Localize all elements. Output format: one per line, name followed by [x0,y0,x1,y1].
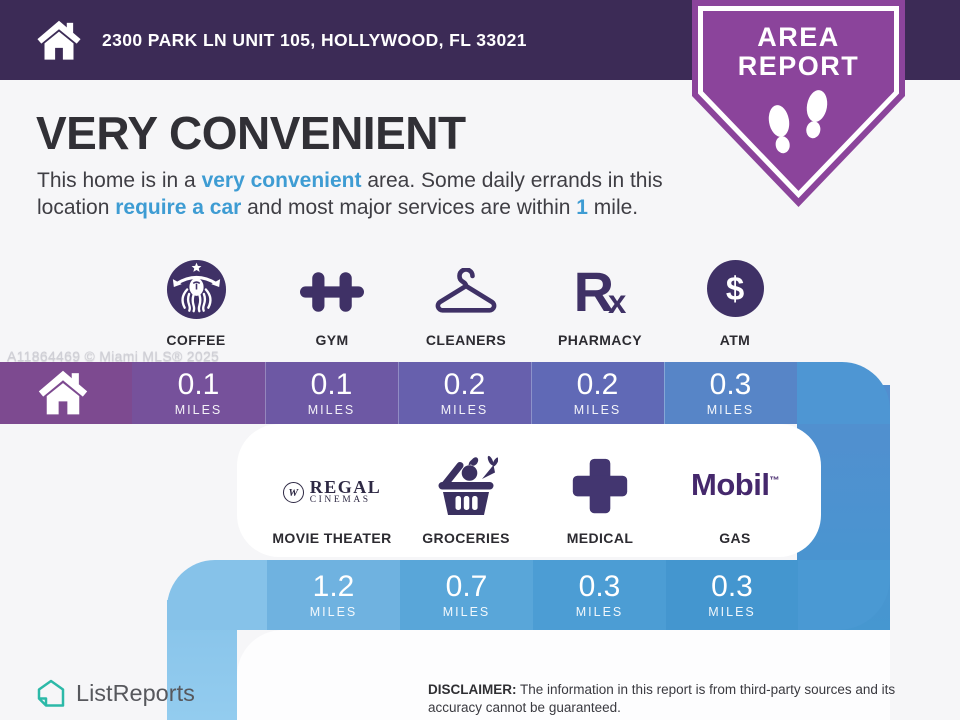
distance-bar-1: 0.1 MILES 0.1 MILES 0.2 MILES 0.2 MILES … [0,362,890,424]
distance-segment: 0.3 MILES [664,362,797,424]
disclaimer-text: DISCLAIMER: The information in this repo… [428,681,940,716]
amenity-label: MEDICAL [566,530,634,546]
distance-value: 0.1 [310,368,353,401]
path-elbow-top-right [797,362,890,424]
amenity-label: GAS [719,530,751,546]
distance-value: 0.3 [709,368,752,401]
rx-letter-x: x [608,283,627,321]
home-icon [38,370,88,415]
distance-value: 0.1 [177,368,220,401]
distance-value: 0.3 [711,570,753,603]
amenity-movie-theater: W REGAL CINEMAS MOVIE THEATER [262,446,402,546]
amenity-groceries: GROCERIES [396,446,536,546]
amenity-cleaners: CLEANERS [396,246,536,348]
grocery-basket-icon [438,455,498,515]
mobil-wordmark: Mobil [691,467,770,502]
summary-highlight: very convenient [201,169,362,192]
footprints-icon [768,90,828,154]
brand-name: ListReports [76,680,195,706]
mobil-logo-icon: Mobil™ [691,467,779,503]
distance-unit: MILES [442,605,491,619]
distance-segment: 0.7 MILES [400,560,533,630]
amenities-panel [237,424,821,557]
page-title: VERY CONVENIENT [36,107,466,159]
distance-unit: MILES [440,403,489,417]
amenity-label: GROCERIES [422,530,510,546]
dumbbell-icon [300,272,364,312]
amenity-coffee: COFFEE [126,246,266,348]
distance-value: 0.2 [443,368,486,401]
footer-area [237,630,890,720]
listreports-house-icon [37,679,65,707]
distance-unit: MILES [706,403,755,417]
distance-segment: 0.3 MILES [533,560,666,630]
amenity-gym: GYM [262,246,402,348]
summary-part: and most major services are within [241,196,577,219]
distance-unit: MILES [573,403,622,417]
amenity-label: COFFEE [166,332,226,348]
distance-unit: MILES [309,605,358,619]
rx-letter-r: R [573,260,615,324]
starbucks-siren-logo-icon [166,259,226,320]
area-report-badge: AREA REPORT [692,0,905,212]
distance-segment: 1.2 MILES [267,560,400,630]
regal-cinemas-logo-icon: W REGAL CINEMAS [282,477,382,505]
distance-value: 1.2 [312,570,355,603]
summary-part: mile. [587,196,639,219]
distance-unit: MILES [575,605,624,619]
amenity-label: MOVIE THEATER [272,530,392,546]
distance-segment: 0.1 MILES [265,362,398,424]
distance-unit: MILES [307,403,356,417]
home-icon [37,20,81,60]
summary-text: This home is in a very convenient area. … [37,167,697,221]
home-start-segment [0,362,132,424]
regal-wordmark: REGAL [309,477,382,497]
mls-watermark: A11864469 © Miami MLS® 2025 [7,348,220,364]
amenity-gas: Mobil™ GAS [665,446,805,546]
trademark-symbol: ™ [769,475,779,487]
amenity-atm: $ ATM [665,246,805,348]
amenity-label: ATM [719,332,751,348]
listreports-logo: ListReports [36,678,195,709]
summary-part: area. Some daily errands in this locatio… [37,169,663,219]
summary-highlight: 1 [576,196,588,219]
distance-value: 0.2 [576,368,619,401]
distance-segment: 0.3 MILES [666,560,798,630]
summary-highlight: require a car [115,196,242,219]
amenity-label: PHARMACY [557,332,643,348]
summary-part: This home is in a [37,169,202,192]
amenity-label: CLEANERS [425,332,507,348]
property-address: 2300 PARK LN UNIT 105, HOLLYWOOD, FL 330… [102,29,527,50]
medical-cross-icon [572,458,628,514]
amenity-label: GYM [315,332,349,348]
distance-unit: MILES [174,403,223,417]
path-elbow-top-left [167,560,267,630]
badge-title-line1: AREA [757,22,840,52]
badge-shield-shape [692,0,905,207]
distance-segment: 0.1 MILES [132,362,265,424]
badge-title-line2: REPORT [737,51,860,81]
regal-monogram: W [282,482,304,503]
amenity-medical: MEDICAL [530,446,670,546]
disclaimer-label: DISCLAIMER: [428,682,517,697]
dollar-sign: $ [725,269,745,307]
distance-unit: MILES [708,605,756,619]
distance-segment: 0.2 MILES [398,362,531,424]
distance-segment: 0.2 MILES [531,362,664,424]
distance-value: 0.7 [445,570,488,603]
distance-value: 0.3 [578,570,621,603]
clothes-hanger-icon [435,268,497,313]
disclaimer-body: The information in this report is from t… [428,682,896,715]
regal-subtext: CINEMAS [309,495,371,505]
dollar-circle-icon: $ [706,260,764,317]
distance-bar-2: 1.2 MILES 0.7 MILES 0.3 MILES 0.3 MILES [167,560,890,630]
